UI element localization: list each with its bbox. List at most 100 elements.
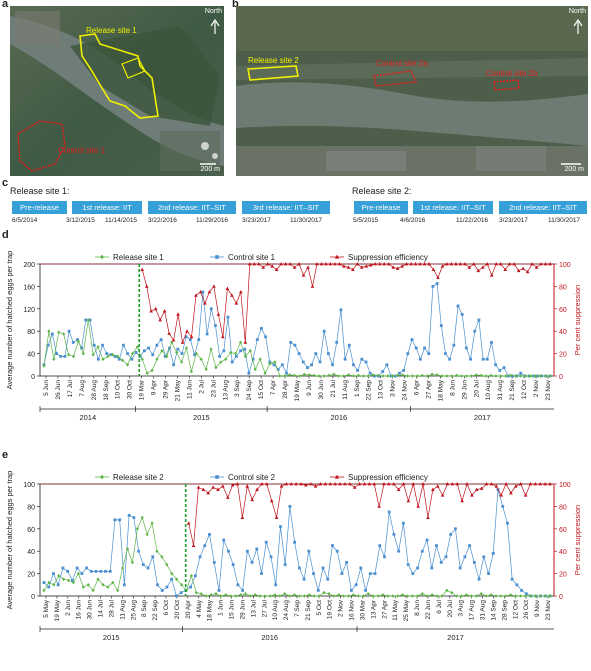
x-tick-label: 24 Nov: [402, 379, 409, 400]
control-point: [264, 540, 268, 544]
release-point: [278, 594, 282, 598]
x-tick-label: 6 Jul: [436, 599, 443, 613]
release-site-2-label: Release site 2: [248, 56, 299, 65]
release-point: [538, 374, 542, 378]
control-point: [63, 355, 67, 358]
suppression-point: [548, 482, 552, 486]
control-point: [318, 360, 322, 364]
release-point: [165, 354, 169, 359]
legend-label: Release site 1: [113, 253, 164, 262]
chart-d: 0 40 80 120 160 200 0 20 40 60 80 100 Average number…: [0, 236, 591, 444]
legend-label: Control site 1: [228, 253, 276, 262]
release-point: [111, 352, 115, 357]
release-point: [288, 373, 292, 377]
suppression-point: [521, 266, 525, 270]
suppression-point: [530, 262, 534, 266]
control-point: [411, 572, 415, 575]
map-release-site-2: North Release site 2 Control site 2a Con…: [236, 6, 588, 176]
control-point: [494, 363, 498, 367]
release-point: [415, 594, 419, 598]
x-tick-label: 15 Oct: [258, 380, 265, 399]
suppression-point: [299, 482, 303, 486]
suppression-point: [485, 262, 490, 266]
x-tick-label: 8 Jun: [414, 600, 421, 616]
suppression-point: [221, 484, 225, 488]
release-point: [145, 532, 149, 537]
control-point: [297, 352, 301, 355]
release-point: [455, 373, 459, 378]
release-point: [111, 580, 115, 585]
control-point: [84, 318, 88, 322]
control-point: [227, 549, 230, 553]
legend-marker: [334, 254, 340, 259]
release-point: [327, 591, 331, 596]
control-point: [372, 374, 376, 378]
suppression-point: [283, 262, 288, 266]
x-tick-label: 19 May: [294, 379, 301, 401]
release-point: [81, 351, 85, 356]
control-point: [431, 285, 435, 288]
control-point: [272, 363, 276, 367]
x-tick-label: 3 Nov: [390, 379, 397, 397]
suppression-point: [319, 262, 324, 266]
control-point: [146, 566, 150, 570]
control-point: [80, 572, 84, 575]
control-point: [61, 566, 65, 570]
x-tick-label: 29 Apr: [163, 379, 170, 399]
suppression-point: [235, 482, 240, 486]
suppression-point: [431, 267, 436, 271]
year-label: 2017: [447, 633, 464, 642]
x-tick-label: 11 May: [392, 599, 399, 621]
suppression-point: [255, 487, 259, 491]
timeline-1-date: 11/14/2015: [105, 217, 138, 224]
release-point: [253, 367, 257, 372]
x-tick-label: 1 Sep: [354, 380, 361, 397]
control-point: [347, 343, 351, 347]
x-tick-label: 16 Jun: [76, 600, 83, 620]
suppression-point: [313, 484, 318, 488]
release-point: [243, 354, 248, 359]
plot-frame: [39, 263, 555, 377]
release-point: [396, 594, 400, 598]
release-point: [302, 372, 306, 377]
control-point: [113, 518, 117, 522]
suppression-point: [504, 482, 508, 486]
suppression-point: [507, 262, 512, 266]
suppression-point: [301, 273, 306, 277]
control-point: [423, 346, 426, 350]
suppression-point: [474, 487, 479, 491]
suppression-point: [386, 262, 391, 266]
release-point: [96, 577, 100, 581]
north-label-a: North: [204, 8, 222, 15]
x-tick-label: 19 Oct: [327, 600, 334, 619]
suppression-point: [382, 482, 386, 486]
control-point: [250, 561, 254, 564]
suppression-point: [418, 262, 422, 266]
release-point: [415, 374, 419, 378]
release-point: [509, 373, 513, 378]
control-site-1-label: Control site 1: [58, 146, 106, 155]
control-point: [105, 352, 109, 355]
suppression-point: [294, 482, 298, 486]
release-point: [96, 345, 100, 349]
release-point: [435, 594, 439, 598]
suppression-point: [206, 490, 211, 495]
control-point: [444, 352, 447, 355]
control-point: [345, 561, 349, 564]
control-point: [293, 343, 297, 347]
release-point: [337, 374, 341, 378]
control-point: [142, 349, 146, 353]
legend-label: Suppression efficiency: [348, 253, 428, 262]
suppression-point: [338, 482, 342, 486]
release-point: [518, 374, 523, 378]
y2-tick-label: 100: [559, 482, 571, 489]
release-point: [327, 373, 331, 378]
control-point: [71, 341, 75, 344]
y2-tick-label: 0: [559, 374, 563, 381]
control-point: [276, 367, 280, 371]
release-point: [62, 332, 66, 336]
control-point: [368, 371, 372, 375]
x-tick-label: 16 Nov: [349, 599, 356, 620]
suppression-point: [426, 515, 430, 519]
control-site-2b-label: Control site 2b: [486, 69, 538, 78]
